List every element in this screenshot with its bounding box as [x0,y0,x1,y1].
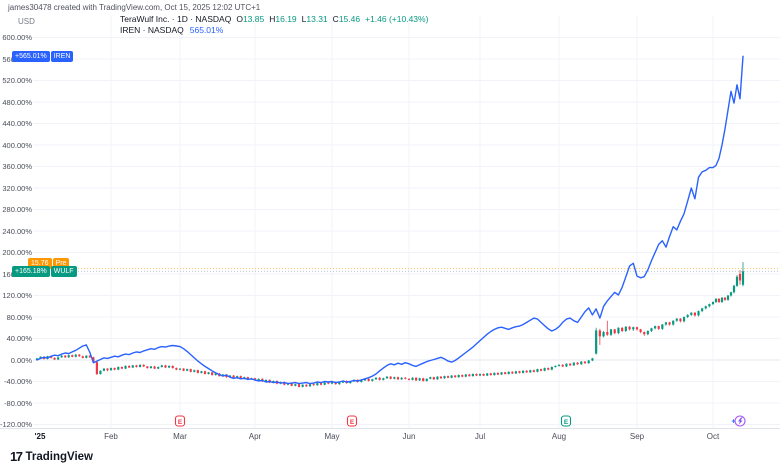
y-axis-label: 80.00% [6,312,32,322]
horizontal-gridlines [33,37,780,425]
y-axis-label: 240.00% [2,226,32,236]
tradingview-logo-icon: 17 [10,449,23,464]
timeline-markers: E E E + [174,415,746,427]
y-axis-label: 280.00% [2,205,32,214]
earnings-icon[interactable]: E [560,415,572,427]
x-axis-label: Mar [173,432,187,441]
svg-text:E: E [178,419,183,426]
y-axis-label: -120.00% [0,420,33,429]
y-axis-label: 0.00% [10,355,32,365]
time-axis-border [0,428,780,429]
high-value: 16.19 [275,14,297,24]
change-value: +1.46 (+10.43%) [365,14,429,24]
open-label: O [236,14,243,24]
compare-value: 565.01% [189,25,224,35]
premarket-badge-value: 15.76 [28,257,52,269]
x-axis-label: Jul [474,432,486,441]
svg-text:E: E [350,419,355,426]
close-value: 15.46 [338,14,361,24]
y-axis-label: -80.00% [4,398,32,408]
y-axis-label: -40.00% [4,377,32,386]
legend-main-series[interactable]: TeraWulf Inc. · 1D · NASDAQ O13.85 H16.19 L… [120,14,428,24]
earnings-icon[interactable]: E [174,415,186,427]
wulf-candlestick-series [35,262,745,388]
high-label: H [269,14,276,24]
y-axis-label: 200.00% [2,248,32,257]
wulf-badge-label: WULF [50,265,77,277]
low-label: L [301,14,307,24]
x-axis-label: Sep [629,432,645,441]
svg-text:E: E [564,419,569,426]
watermark-credit: james30478 created with TradingView.com,… [8,3,261,12]
legend-compare-series[interactable]: IREN · NASDAQ 565.01% [120,25,223,35]
x-axis-label: Apr [248,432,262,441]
premarket-price-badge: 15.76 Pre [28,257,70,269]
compare-symbol-title: IREN · NASDAQ [120,25,184,35]
y-axis-label: 440.00% [2,119,32,128]
wulf-badge-value: +165.18% [12,265,50,277]
iren-badge-label: IREN [50,50,74,62]
svg-text:+: + [732,419,736,426]
open-value: 13.85 [242,14,265,24]
y-axis-label: 400.00% [2,140,32,150]
x-axis-label: Feb [104,432,118,441]
data-update-icon[interactable]: + [732,415,746,427]
y-axis-label: 480.00% [2,97,32,107]
x-axis-label: '25 [34,432,46,441]
wulf-price-badge: +165.18% WULF [12,265,77,277]
earnings-icon[interactable]: E [346,415,358,427]
currency-unit-label: USD [18,17,35,26]
price-lines [33,268,778,272]
y-axis-label: 40.00% [6,334,32,343]
y-axis-label: 320.00% [2,183,32,193]
symbol-title: TeraWulf Inc. · 1D · NASDAQ [120,14,232,24]
tradingview-footer-logo[interactable]: 17 TradingView [10,449,93,464]
y-axis-label: 360.00% [2,162,32,171]
x-axis-label: Aug [551,432,567,441]
x-axis-label: Jun [402,432,416,441]
y-axis-label: 520.00% [2,76,32,85]
close-label: C [332,14,339,24]
y-axis-label: 600.00% [2,33,32,42]
iren-price-badge: +565.01% IREN [12,50,74,62]
iren-line-series [36,55,744,385]
iren-badge-value: +565.01% [12,50,50,62]
vertical-gridlines [110,16,714,428]
low-value: 13.31 [306,14,328,24]
y-axis-label: 120.00% [2,291,32,300]
premarket-badge-label: Pre [52,257,70,269]
x-axis-label: May [324,432,340,441]
x-axis-label: Oct [706,432,720,441]
tradingview-brand-text: TradingView [25,450,93,463]
